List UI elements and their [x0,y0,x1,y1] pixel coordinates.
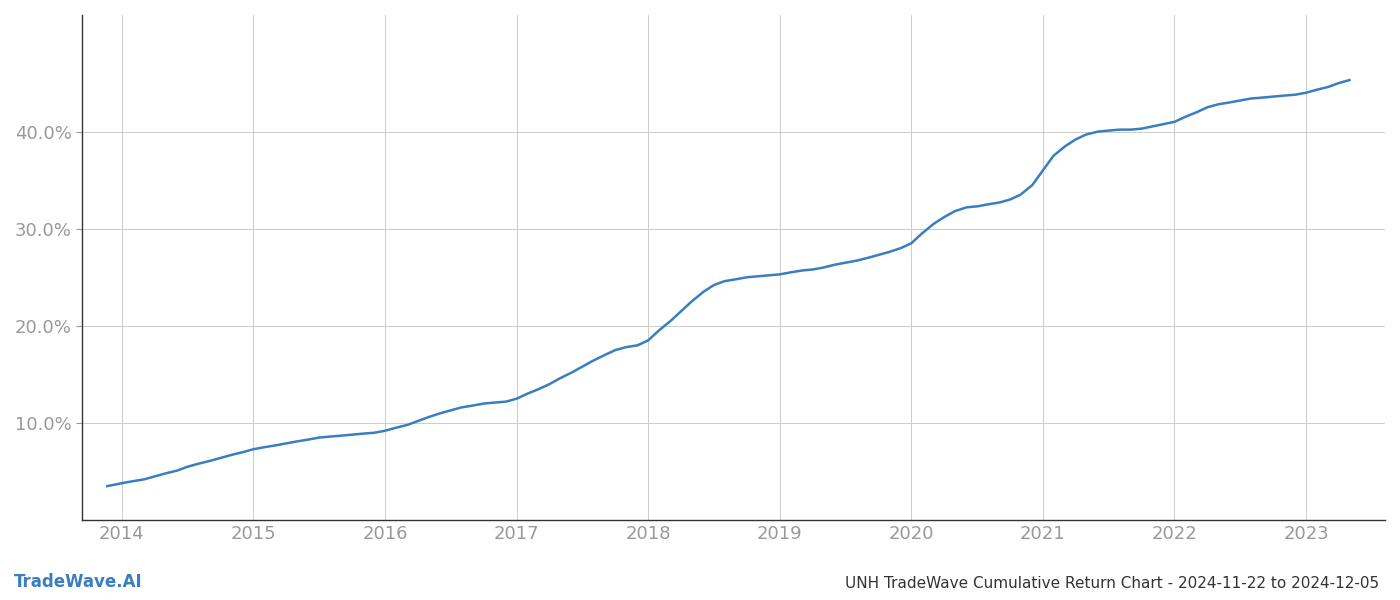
Text: TradeWave.AI: TradeWave.AI [14,573,143,591]
Text: UNH TradeWave Cumulative Return Chart - 2024-11-22 to 2024-12-05: UNH TradeWave Cumulative Return Chart - … [844,576,1379,591]
